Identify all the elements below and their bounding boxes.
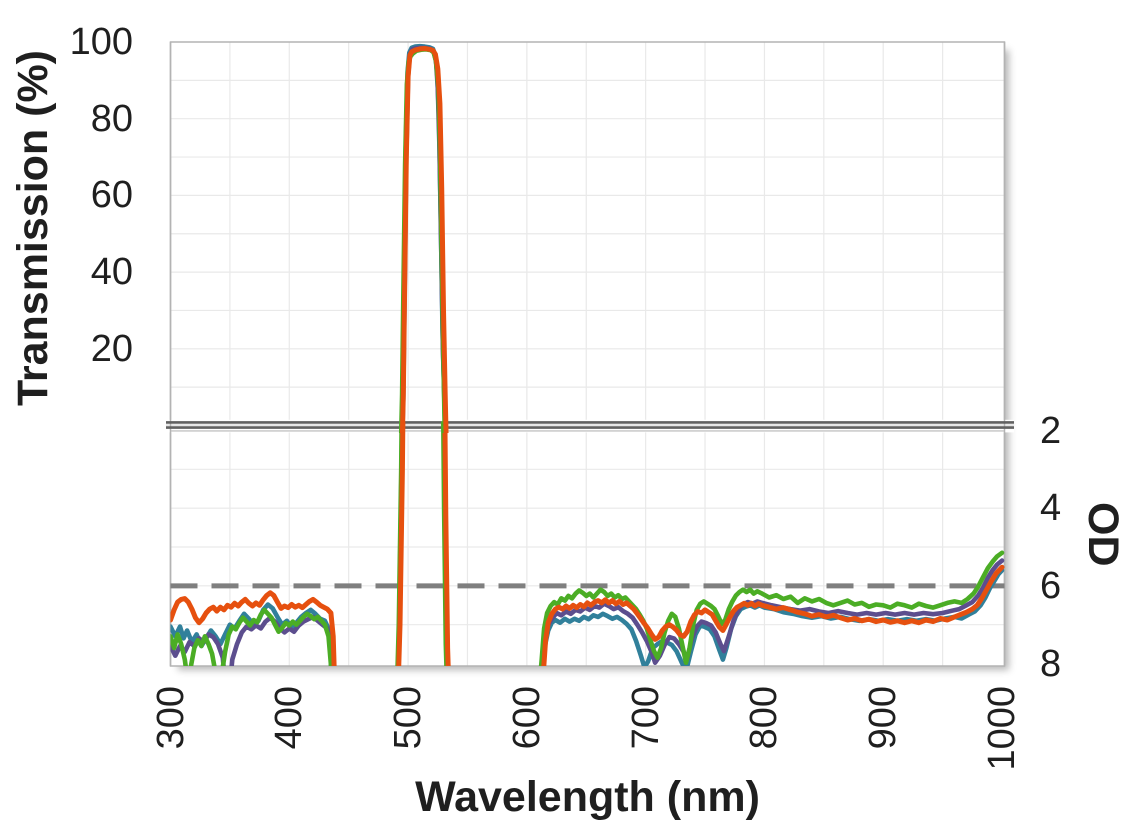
series-line-orange-od [170,421,1005,666]
axis-break-fill [166,424,1014,427]
series-line-orange-transmission [399,46,449,433]
transmission-series-group [398,43,449,433]
series-line-purple-od [170,421,1005,666]
series-line-green-od [170,421,1005,666]
od-series-group [170,421,1005,666]
